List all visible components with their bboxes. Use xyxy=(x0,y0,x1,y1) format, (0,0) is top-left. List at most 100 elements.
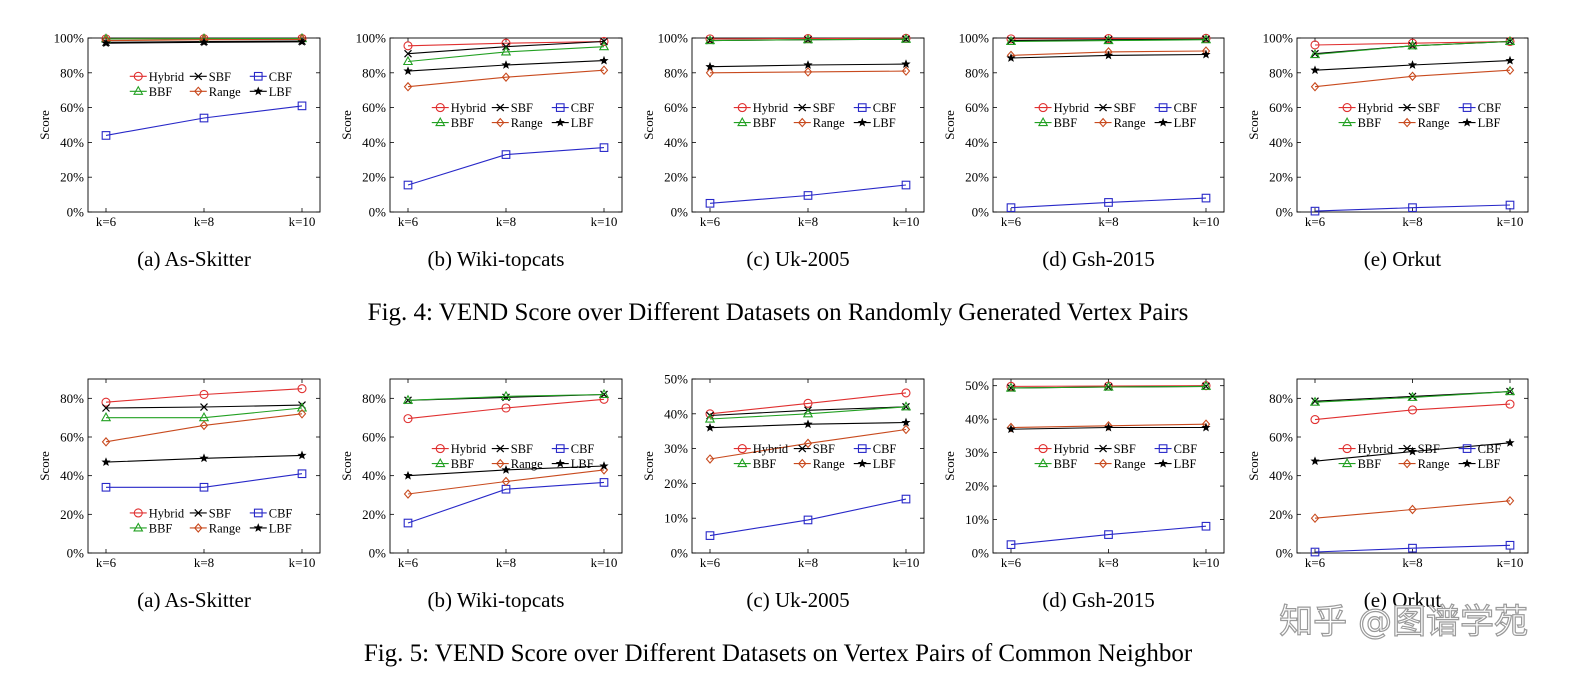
fig4-orkut-legend-range-label: Range xyxy=(1418,116,1450,130)
fig4-uk-2005-ytick-label: 40% xyxy=(664,135,688,150)
fig4-orkut-legend-range-marker xyxy=(1402,117,1412,128)
fig5-wiki-topcats-series-cbf-line xyxy=(407,481,605,524)
fig4-as-skitter-series-lbf-point xyxy=(199,37,209,47)
fig4-wiki-topcats-series-bbf-line xyxy=(407,46,605,63)
fig4-orkut-legend-sbf-marker xyxy=(1403,103,1412,112)
fig4-uk-2005-series-range-point xyxy=(705,67,715,78)
fig4-orkut-xtick-label: k=6 xyxy=(1305,214,1326,229)
fig5-orkut-series-hybrid-point xyxy=(1407,405,1418,415)
fig5-orkut-series-hybrid-point xyxy=(1505,399,1515,409)
fig5-orkut-series-bbf-point xyxy=(1309,396,1321,406)
fig4-wiki-topcats-legend-range-label: Range xyxy=(511,116,543,130)
fig5-orkut-legend-bbf-marker xyxy=(1341,457,1353,468)
fig5-as-skitter-legend-cbf-marker xyxy=(253,508,263,518)
figure-4-caption: Fig. 4: VEND Score over Different Datase… xyxy=(368,299,1189,326)
fig5-uk-2005-series-lbf-point xyxy=(901,417,911,427)
fig4-as-skitter-series-cbf-line xyxy=(105,105,303,136)
fig4-uk-2005-legend-range-marker xyxy=(798,117,807,128)
fig5-orkut-series-range-point xyxy=(1408,504,1417,515)
fig4-as-skitter-legend-sbf-marker xyxy=(194,72,203,81)
fig5-gsh-2015-series-lbf-point xyxy=(1201,422,1211,432)
fig5-gsh-2015-legend-lbf-marker xyxy=(1158,458,1168,468)
fig5-wiki-topcats-series-lbf-point xyxy=(501,465,511,474)
fig5-gsh-2015-legend-cbf-label: CBF xyxy=(1174,442,1198,456)
fig4-gsh-2015-series-hybrid-point xyxy=(1006,34,1016,44)
fig5-wiki-topcats-legend-cbf-marker xyxy=(555,444,565,453)
fig5-gsh-2015-ytick-label: 30% xyxy=(965,445,989,460)
fig5-wiki-topcats-series-hybrid-line xyxy=(407,398,605,420)
fig4-orkut-series-range-point xyxy=(1408,71,1417,82)
fig4-orkut-ytick-label: 0% xyxy=(1276,205,1294,220)
fig4-orkut-legend-cbf-label: CBF xyxy=(1478,101,1502,115)
fig5-wiki-topcats-legend-cbf-label: CBF xyxy=(571,442,595,456)
fig4-wiki-topcats-legend-sbf-label: SBF xyxy=(511,101,533,115)
fig4-wiki-topcats-series-bbf-point xyxy=(402,55,414,66)
fig5-uk-2005-legend-bbf-marker xyxy=(737,457,748,468)
fig4-gsh-2015-xtick-label: k=8 xyxy=(1098,214,1118,229)
fig5-orkut-legend-hybrid-label: Hybrid xyxy=(1358,442,1394,456)
fig4-gsh-2015-legend-bbf-marker xyxy=(1037,116,1049,127)
fig4-wiki-topcats-series-sbf-point xyxy=(404,49,412,58)
fig4-uk-2005-xtick-label: k=8 xyxy=(798,214,818,229)
fig5-wiki-topcats-ytick-label: 40% xyxy=(362,468,386,483)
fig5-orkut-series-lbf-point xyxy=(1407,446,1418,456)
fig5-as-skitter-series-cbf-point xyxy=(101,482,111,492)
fig5-wiki-topcats-ytick-label: 60% xyxy=(362,430,386,445)
fig4-gsh-2015-legend-sbf-label: SBF xyxy=(1114,101,1136,115)
fig4-uk-2005-xtick-label: k=6 xyxy=(700,214,721,229)
fig5-wiki-topcats-legend-lbf-marker xyxy=(555,458,565,468)
fig5-wiki-topcats-legend-sbf-label: SBF xyxy=(511,442,533,456)
fig5-uk-2005-series-cbf-line xyxy=(709,498,907,537)
fig4-wiki-topcats-xtick-label: k=8 xyxy=(496,214,516,229)
fig4-orkut-series-cbf-point xyxy=(1310,206,1320,216)
fig5-orkut-series-lbf-point xyxy=(1310,456,1320,466)
fig5-gsh-2015-series-sbf-point xyxy=(1007,384,1015,392)
fig5-wiki-topcats-legend-hybrid-marker xyxy=(435,444,445,454)
fig5-as-skitter-series-hybrid-point xyxy=(297,384,307,394)
fig5-gsh-2015-series-cbf-line xyxy=(1010,525,1207,546)
fig5-uk-2005-xtick-label: k=8 xyxy=(798,555,818,570)
fig5-wiki-topcats-series-bbf-point xyxy=(500,390,512,400)
fig4-as-skitter-legend-lbf-label: LBF xyxy=(269,85,292,99)
fig4-gsh-2015-legend-bbf-label: BBF xyxy=(1054,116,1078,130)
fig4-orkut-legend-hybrid-label: Hybrid xyxy=(1358,101,1394,115)
fig5-orkut-legend-lbf-marker xyxy=(1462,458,1472,468)
chart-fig5-gsh-2015: 0% 10% 20% 30% 40% 50% k=6 k=8 k=10 Score Hybrid SB… xyxy=(942,378,1225,612)
fig5-wiki-topcats-legend-bbf-marker xyxy=(435,457,446,468)
fig5-gsh-2015-series-cbf-point xyxy=(1104,530,1113,539)
fig5-gsh-2015-legend-range-marker xyxy=(1098,458,1108,469)
fig5-uk-2005-xtick-label: k=10 xyxy=(893,555,920,570)
fig5-orkut-series-bbf-point xyxy=(1504,385,1516,396)
fig5-as-skitter-legend-bbf-label: BBF xyxy=(149,521,173,535)
fig5-gsh-2015-ytick-label: 0% xyxy=(972,546,990,561)
fig5-as-skitter-series-hybrid-point xyxy=(101,397,111,407)
fig4-orkut-ylabel: Score xyxy=(1246,110,1261,140)
fig5-gsh-2015-legend-bbf-marker xyxy=(1037,457,1049,468)
fig4-as-skitter-legend-cbf-label: CBF xyxy=(269,70,293,84)
fig4-orkut-xtick-label: k=10 xyxy=(1497,214,1524,229)
fig4-uk-2005-legend-lbf-marker xyxy=(857,117,867,127)
chart-fig4-as-skitter: 0% 20% 40% 60% 80% 100% k=6 k=8 k=10 Score Hybrid S… xyxy=(37,31,321,271)
fig4-gsh-2015-ytick-label: 0% xyxy=(972,205,990,220)
fig4-orkut-ytick-label: 100% xyxy=(1263,31,1294,46)
fig4-uk-2005-series-lbf-point xyxy=(803,60,813,69)
fig4-uk-2005-ytick-label: 60% xyxy=(664,100,688,115)
fig4-uk-2005-series-bbf-line xyxy=(709,38,907,42)
fig5-uk-2005-ytick-label: 40% xyxy=(664,406,688,421)
fig5-uk-2005-legend-range-marker xyxy=(798,458,807,469)
fig5-as-skitter-series-bbf-point xyxy=(296,402,308,412)
fig5-gsh-2015-series-range-point xyxy=(1104,421,1113,431)
fig4-wiki-topcats-series-range-point xyxy=(403,81,413,92)
fig5-orkut-xtick-label: k=10 xyxy=(1497,555,1524,570)
fig4-gsh-2015-subtitle: (d) Gsh-2015 xyxy=(1042,247,1155,271)
fig4-gsh-2015-series-bbf-point xyxy=(1005,35,1017,46)
fig4-gsh-2015-legend-hybrid-marker xyxy=(1038,103,1048,113)
fig5-uk-2005-legend-cbf-label: CBF xyxy=(873,442,897,456)
fig4-orkut-series-bbf-line xyxy=(1314,40,1511,56)
fig4-wiki-topcats-legend-hybrid-marker xyxy=(435,103,445,113)
fig4-orkut-series-lbf-point xyxy=(1505,55,1515,65)
fig4-orkut-series-hybrid-point xyxy=(1407,38,1418,48)
fig4-gsh-2015-legend-hybrid-label: Hybrid xyxy=(1054,101,1090,115)
fig5-uk-2005-ytick-label: 10% xyxy=(664,511,688,526)
fig5-orkut-series-cbf-point xyxy=(1310,547,1320,557)
